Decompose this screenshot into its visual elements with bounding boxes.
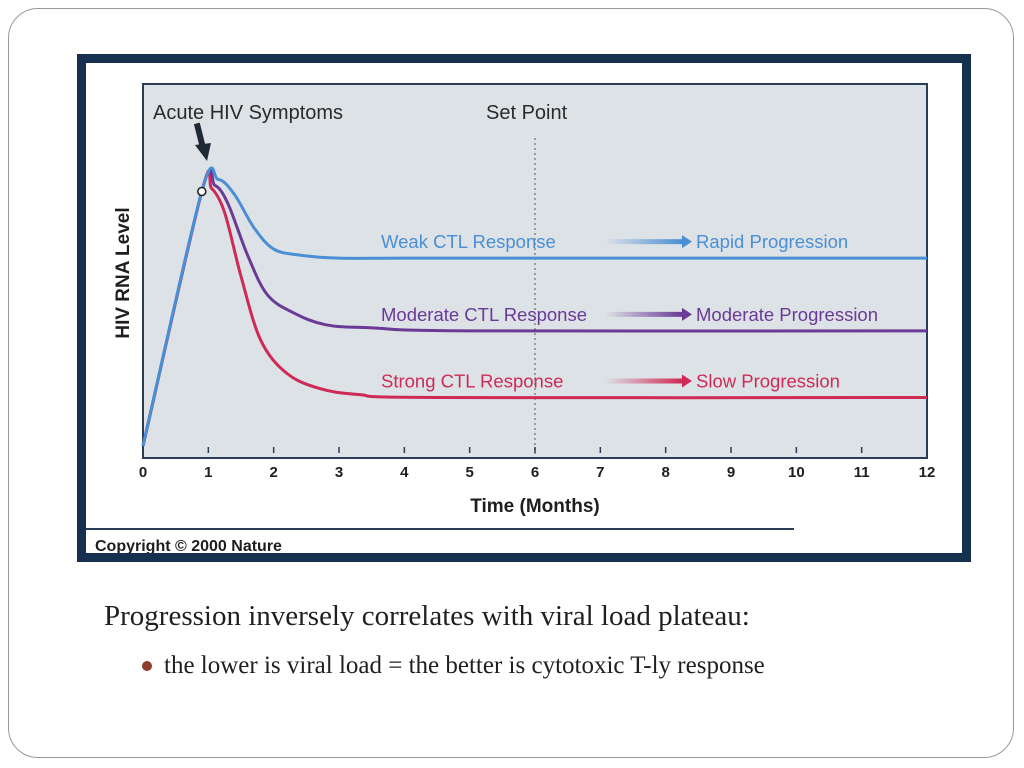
series-outcome-strong: Slow Progression [696,371,840,392]
arrow-shaft-weak [605,239,682,245]
bullet-text: the lower is viral load = the better is … [164,652,765,679]
x-tick-label: 12 [919,464,936,481]
x-tick-label: 11 [854,464,870,481]
figure-panel: 0 1 2 3 4 5 6 7 8 9 10 11 12 Weak CTL Response Rapid P… [77,54,971,562]
series-outcome-moderate: Moderate Progression [696,304,878,325]
set-point-label: Set Point [486,102,568,124]
acute-arrow-head [195,143,211,161]
arrow-head-strong [682,374,692,388]
arrow-head-moderate [682,307,692,321]
arrow-head-weak [682,235,692,249]
x-tick-label: 8 [661,464,669,481]
series-label-weak: Weak CTL Response [381,231,556,252]
bullet-dot-icon [142,661,152,671]
series-label-moderate: Moderate CTL Response [381,304,587,325]
copyright-text: Copyright © 2000 Nature [95,538,282,553]
x-tick-label: 10 [788,464,805,481]
arrow-shaft-strong [605,378,682,384]
x-tick-label: 3 [335,464,343,481]
figure-inner: 0 1 2 3 4 5 6 7 8 9 10 11 12 Weak CTL Response Rapid P… [86,63,962,553]
x-tick-label: 2 [269,464,277,481]
x-tick-label: 1 [204,464,212,481]
y-axis-label: HIV RNA Level [113,207,134,338]
acute-point-marker [197,186,207,197]
bullet-item: the lower is viral load = the better is … [142,652,765,680]
arrow-shaft-moderate [605,311,682,317]
x-axis-label: Time (Months) [470,496,599,517]
x-tick-label: 4 [400,464,409,481]
x-tick-label: 7 [596,464,604,481]
series-line-weak [141,166,927,447]
x-tick-label: 5 [465,464,473,481]
series-outcome-weak: Rapid Progression [696,231,848,252]
slide-caption: Progression inversely correlates with vi… [104,600,750,632]
series-label-strong: Strong CTL Response [381,371,563,392]
x-tick-label: 9 [727,464,735,481]
x-tick-label: 0 [139,464,147,481]
x-tick-label: 6 [531,464,539,481]
acute-arrow-shaft [193,122,207,150]
plot-area [142,83,928,459]
acute-symptoms-label: Acute HIV Symptoms [153,102,343,124]
